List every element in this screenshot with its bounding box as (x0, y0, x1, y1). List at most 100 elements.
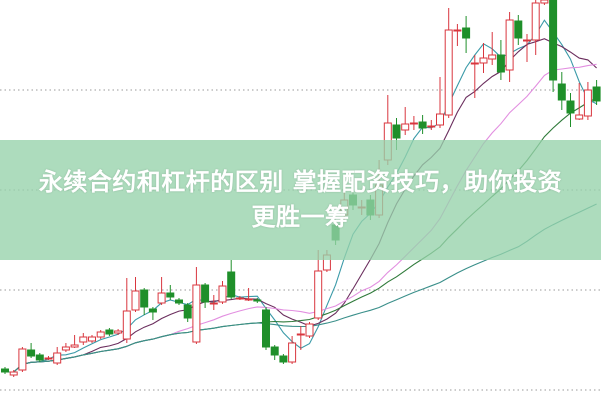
candle-body (157, 292, 166, 304)
candle (514, 15, 523, 45)
candle-body (235, 297, 244, 300)
candle (227, 260, 236, 299)
candle (35, 353, 44, 362)
candle (488, 32, 497, 65)
candle (209, 295, 218, 310)
candle-body (122, 310, 131, 340)
candle-body (592, 86, 601, 102)
candle (549, 0, 558, 92)
candle (496, 40, 505, 80)
candle-body (61, 346, 70, 351)
candle (436, 77, 444, 128)
candle-body (470, 62, 479, 65)
candle-body (88, 336, 96, 342)
candle (88, 335, 96, 343)
candle-body (1, 368, 9, 373)
candle-body (305, 323, 314, 337)
candle-body (505, 19, 514, 71)
candle (140, 288, 149, 315)
candle (314, 250, 323, 320)
candle (523, 34, 531, 62)
candle (583, 82, 592, 120)
candle (61, 343, 70, 352)
candle (409, 116, 418, 130)
candle (479, 43, 488, 73)
candle (540, 0, 549, 5)
candle-body (296, 333, 305, 336)
candle (157, 277, 166, 305)
candle-body (105, 329, 114, 335)
candle-body (131, 290, 140, 311)
candle (262, 307, 270, 350)
candle-body (427, 125, 436, 128)
candle-body (462, 27, 471, 39)
headline-line-1: 永续合约和杠杆的区别 掌握配资技巧，助你投资 (38, 168, 563, 196)
candle-body (409, 122, 418, 125)
candle-body (523, 39, 531, 42)
candle (253, 298, 262, 303)
candle (192, 267, 201, 344)
candle-body (453, 29, 462, 32)
candle (531, 0, 540, 55)
candle (131, 277, 140, 312)
candle (470, 55, 479, 98)
candle-body (244, 298, 253, 301)
candle-body (96, 331, 105, 338)
candle-body (192, 284, 201, 343)
candle-body (531, 2, 540, 41)
candle-body (288, 342, 297, 363)
candle-body (114, 330, 123, 334)
candle-body (444, 29, 453, 116)
candle (79, 333, 88, 345)
ma10-line (5, 38, 597, 373)
candle (70, 335, 79, 348)
candle-body (566, 100, 575, 114)
candle (296, 326, 305, 350)
candle (557, 72, 566, 110)
candle-body (262, 309, 270, 348)
candle-body (401, 123, 410, 131)
candle-body (9, 371, 18, 376)
candle (44, 356, 53, 360)
candle-body (549, 0, 558, 81)
candle-body (514, 20, 523, 39)
candle-body (218, 285, 227, 303)
candle-body (270, 346, 279, 356)
candle-body (209, 302, 218, 305)
candle-body (392, 124, 401, 139)
candle-body (583, 89, 592, 117)
candle (305, 322, 314, 338)
candle (288, 336, 297, 364)
candle (166, 285, 175, 300)
candle (96, 330, 105, 339)
candle (175, 298, 183, 305)
candle (427, 120, 436, 130)
candle-body (175, 299, 183, 304)
candle-body (201, 284, 210, 303)
candle (27, 343, 36, 358)
candle-body (279, 355, 288, 363)
candle-body (183, 304, 192, 319)
candle (244, 288, 253, 301)
candle-body (418, 121, 427, 129)
candle (122, 278, 131, 343)
candle (235, 296, 244, 300)
candle-body (166, 292, 175, 298)
candle-body (575, 114, 584, 120)
candle-body (79, 336, 88, 343)
candle (9, 370, 18, 377)
candle (218, 281, 227, 304)
candle-body (27, 349, 36, 357)
headline-banner: 永续合约和杠杆的区别 掌握配资技巧，助你投资 更胜一筹 (0, 140, 601, 260)
candle (462, 16, 471, 53)
candle (575, 83, 584, 120)
candle (592, 80, 601, 105)
candle (53, 347, 62, 365)
candle-body (18, 348, 27, 371)
candle-body (35, 354, 44, 361)
candle-body (488, 54, 497, 60)
candle (105, 328, 114, 336)
candle-body (148, 308, 157, 313)
candle-body (496, 54, 505, 73)
